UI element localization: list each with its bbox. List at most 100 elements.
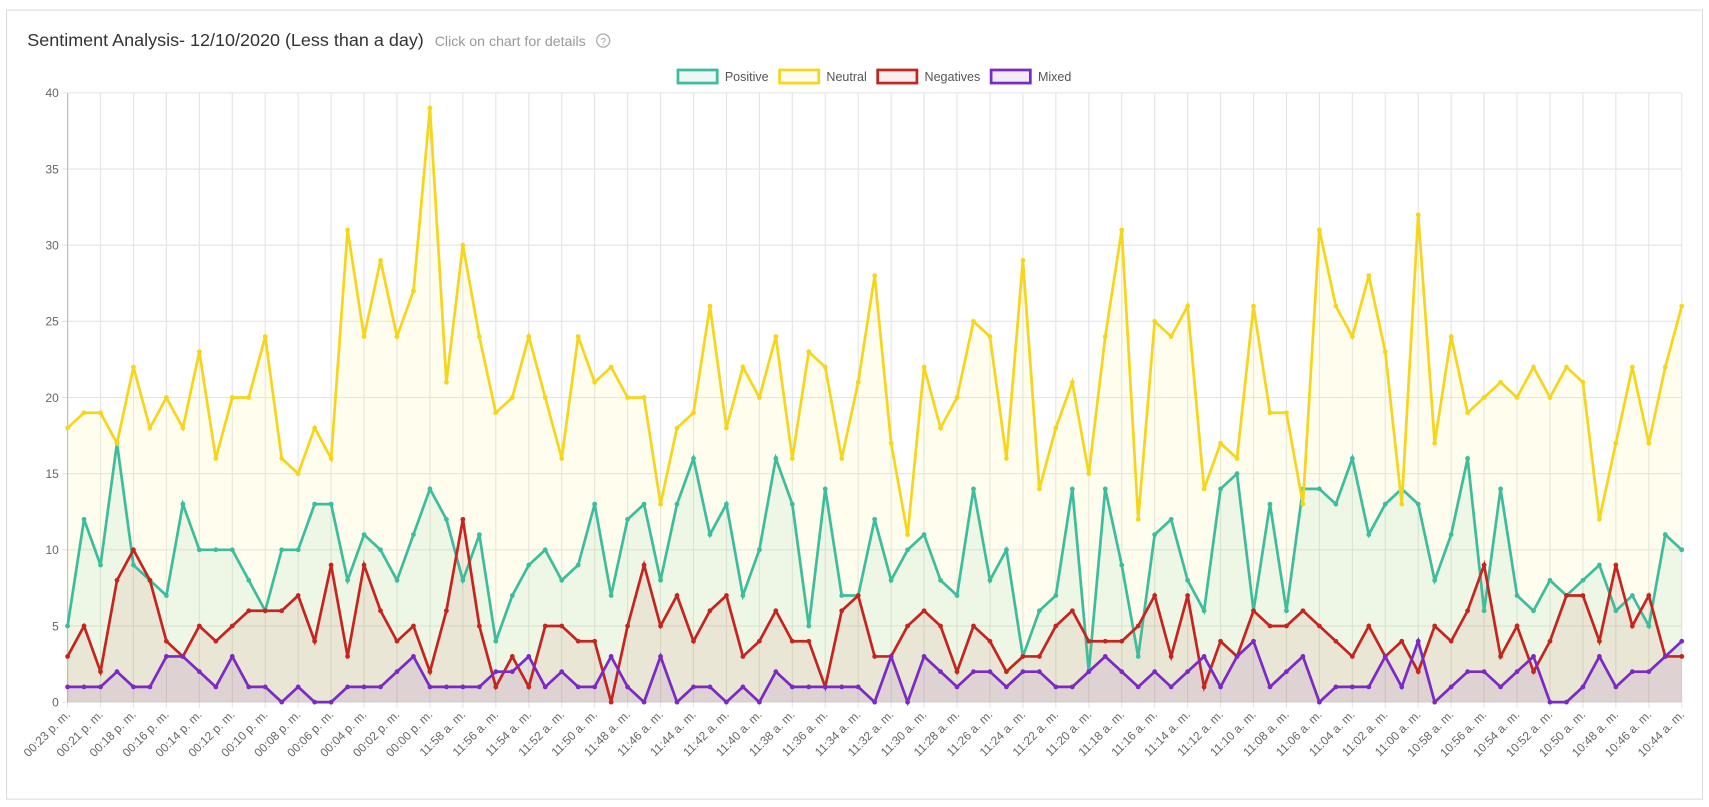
point xyxy=(1432,577,1438,583)
point xyxy=(1481,395,1487,400)
point xyxy=(1251,303,1256,309)
point xyxy=(1284,669,1289,675)
point xyxy=(229,623,235,629)
point xyxy=(1053,684,1059,690)
point xyxy=(312,638,318,644)
point xyxy=(1316,699,1322,705)
legend-item[interactable]: Negatives xyxy=(876,68,981,85)
point xyxy=(1564,593,1569,598)
point xyxy=(1547,577,1553,583)
point xyxy=(954,395,960,400)
point xyxy=(1152,532,1158,537)
point xyxy=(921,364,927,370)
point xyxy=(1201,684,1207,690)
point xyxy=(246,684,252,690)
point xyxy=(707,303,713,309)
point xyxy=(114,669,120,675)
legend-swatch xyxy=(989,68,1032,85)
point xyxy=(987,577,993,583)
point xyxy=(1382,654,1388,659)
point xyxy=(1646,593,1652,598)
point xyxy=(1399,684,1405,690)
point xyxy=(1300,501,1306,507)
y-tick-label: 30 xyxy=(46,239,60,253)
point xyxy=(971,623,976,629)
point xyxy=(921,608,927,614)
point xyxy=(1086,471,1092,477)
point xyxy=(1481,562,1487,568)
point xyxy=(114,577,120,583)
point xyxy=(1004,547,1009,553)
point xyxy=(1053,425,1059,431)
point xyxy=(526,684,532,690)
point xyxy=(378,608,383,614)
point xyxy=(378,684,383,690)
point xyxy=(641,501,647,507)
point xyxy=(444,684,449,690)
point xyxy=(1201,486,1207,492)
legend-label: Mixed xyxy=(1038,70,1071,84)
legend-swatch xyxy=(676,68,719,85)
subtitle[interactable]: Click on chart for details xyxy=(435,34,586,50)
point xyxy=(295,684,301,690)
point xyxy=(1267,501,1273,507)
point xyxy=(509,654,515,659)
point xyxy=(279,547,285,553)
point xyxy=(1547,699,1553,705)
point xyxy=(1465,410,1471,416)
point xyxy=(1596,562,1602,568)
point xyxy=(938,623,943,629)
point xyxy=(312,699,318,705)
point xyxy=(1069,379,1075,385)
point xyxy=(921,532,927,537)
point xyxy=(1432,623,1438,629)
point xyxy=(789,456,795,461)
point xyxy=(1102,486,1108,492)
point xyxy=(707,532,713,537)
point xyxy=(724,501,729,507)
point xyxy=(196,349,202,355)
point xyxy=(608,654,614,659)
point xyxy=(559,577,565,583)
point xyxy=(1201,654,1207,659)
point xyxy=(1218,486,1223,492)
point xyxy=(1119,562,1125,568)
point xyxy=(872,654,878,659)
point xyxy=(542,623,548,629)
point xyxy=(1069,608,1075,614)
point xyxy=(707,684,713,690)
point xyxy=(872,699,878,705)
point xyxy=(1399,638,1405,644)
point xyxy=(1234,456,1240,461)
point xyxy=(411,532,416,537)
point xyxy=(987,669,993,675)
point xyxy=(1580,577,1586,583)
legend-swatch xyxy=(876,68,919,85)
point xyxy=(378,258,383,263)
point xyxy=(213,547,219,553)
help-icon[interactable]: ? xyxy=(596,33,611,48)
point xyxy=(1481,669,1487,675)
plot xyxy=(65,105,1685,707)
point xyxy=(1498,486,1503,492)
point xyxy=(1119,227,1125,233)
point xyxy=(625,684,630,690)
point xyxy=(180,654,186,659)
point xyxy=(658,623,663,629)
legend-item[interactable]: Neutral xyxy=(778,68,867,85)
point xyxy=(427,486,433,492)
point xyxy=(1465,669,1471,675)
legend-item[interactable]: Mixed xyxy=(989,68,1071,85)
point xyxy=(312,425,318,431)
point xyxy=(1547,395,1553,400)
point xyxy=(98,669,103,675)
y-tick-label: 15 xyxy=(46,467,60,481)
point xyxy=(1366,532,1372,537)
point xyxy=(65,623,70,629)
legend-item[interactable]: Positive xyxy=(676,68,769,85)
point xyxy=(411,288,416,294)
point xyxy=(542,547,548,553)
point xyxy=(1448,638,1454,644)
point xyxy=(592,379,598,385)
